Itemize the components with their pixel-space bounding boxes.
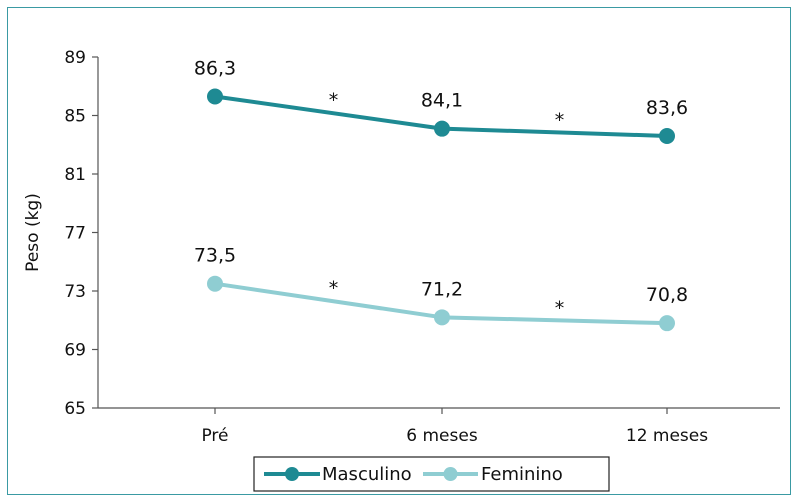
data-label: 71,2 bbox=[421, 278, 463, 300]
x-tick-label: Pré bbox=[201, 426, 228, 446]
y-axis-label: Peso (kg) bbox=[23, 193, 43, 272]
y-tick-label: 77 bbox=[64, 224, 86, 244]
data-point bbox=[659, 315, 675, 332]
y-tick-label: 89 bbox=[64, 48, 86, 68]
y-axis-ticks: 65 69 73 77 81 85 89 bbox=[64, 48, 98, 419]
legend-item-feminino: Feminino bbox=[423, 464, 563, 485]
data-label: 70,8 bbox=[646, 284, 688, 306]
data-point bbox=[207, 88, 223, 105]
data-point bbox=[434, 309, 450, 326]
significance-star: * bbox=[329, 278, 339, 300]
x-tick-label: 12 meses bbox=[626, 426, 708, 446]
significance-star: * bbox=[555, 109, 565, 131]
significance-markers: * * * * bbox=[329, 90, 565, 320]
significance-star: * bbox=[329, 90, 339, 112]
y-tick-label: 81 bbox=[64, 165, 86, 185]
legend-label: Feminino bbox=[481, 464, 563, 485]
series-feminino: 73,5 71,2 70,8 bbox=[194, 245, 688, 332]
y-tick-label: 65 bbox=[64, 399, 86, 419]
data-label: 83,6 bbox=[646, 97, 688, 119]
y-tick-label: 69 bbox=[64, 341, 86, 361]
legend-marker bbox=[285, 467, 299, 481]
data-point bbox=[434, 120, 450, 137]
legend-marker bbox=[443, 467, 458, 481]
series-masculino: 86,3 84,1 83,6 bbox=[194, 57, 688, 144]
y-tick-label: 85 bbox=[64, 107, 86, 127]
legend: Masculino Feminino bbox=[253, 456, 610, 492]
data-point bbox=[659, 127, 675, 144]
chart-frame bbox=[7, 7, 791, 495]
series-group: 86,3 84,1 83,6 73,5 71,2 70,8 bbox=[194, 57, 688, 332]
x-tick-label: 6 meses bbox=[406, 426, 478, 446]
data-label: 84,1 bbox=[421, 90, 463, 112]
x-axis-ticks: Pré 6 meses 12 meses bbox=[201, 408, 708, 446]
significance-star: * bbox=[555, 297, 565, 319]
legend-item-masculino: Masculino bbox=[264, 464, 412, 485]
data-label: 73,5 bbox=[194, 245, 236, 267]
legend-label: Masculino bbox=[322, 464, 412, 485]
y-tick-label: 73 bbox=[64, 282, 86, 302]
data-label: 86,3 bbox=[194, 57, 236, 79]
data-point bbox=[207, 275, 223, 292]
